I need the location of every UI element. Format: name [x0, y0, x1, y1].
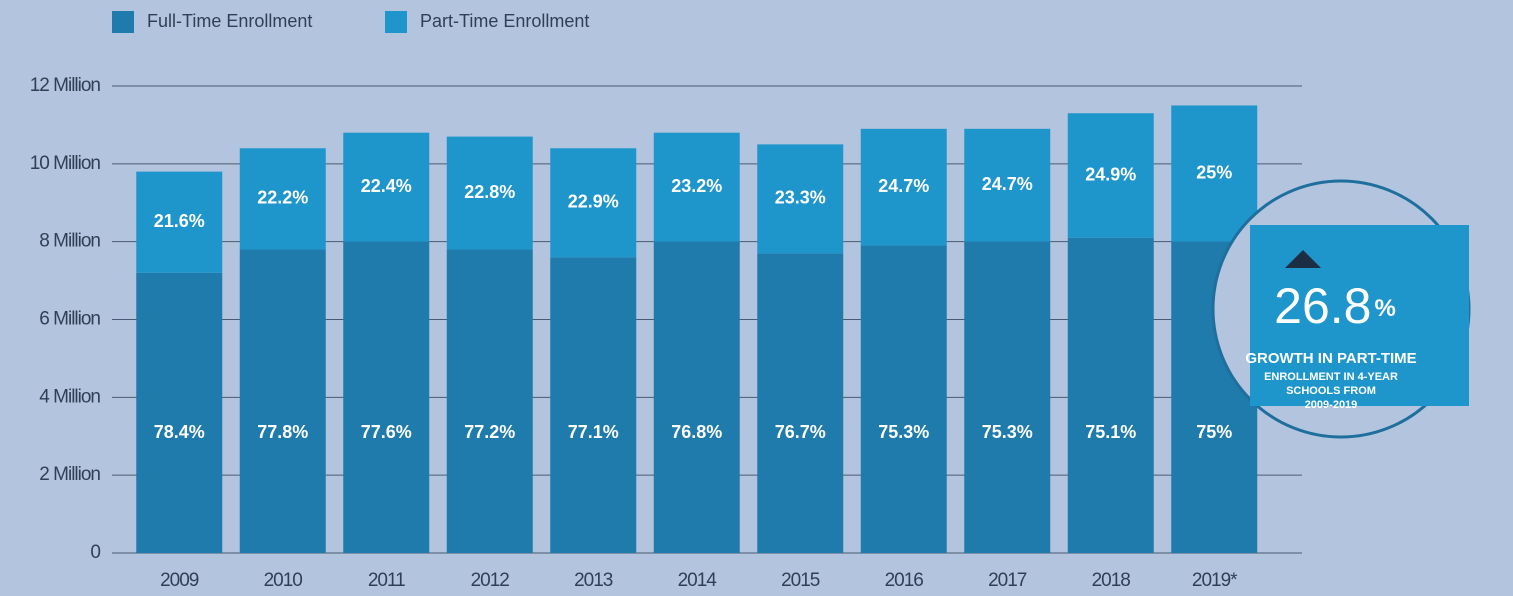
bar-segment: [136, 272, 223, 553]
bar-segment: [653, 132, 740, 242]
x-tick-label: 2019*: [1192, 570, 1238, 591]
bar-segment: [446, 249, 533, 553]
data-label: 75%: [1196, 422, 1232, 442]
bar-segment: [860, 245, 947, 553]
x-tick-label: 2016: [885, 570, 924, 591]
data-label: 24.9%: [1085, 164, 1136, 184]
callout-line: GROWTH IN PART-TIME: [1245, 350, 1416, 367]
bar-segment: [550, 257, 637, 553]
y-tick-label: 0: [90, 542, 100, 563]
y-tick-label: 4 Million: [39, 386, 100, 407]
up-arrow: [1285, 250, 1321, 268]
legend-label: Part-Time Enrollment: [420, 11, 589, 31]
bar-segment: [136, 171, 223, 273]
bar-segment: [757, 253, 844, 553]
bar-segment: [1171, 105, 1258, 242]
data-label: 78.4%: [154, 422, 205, 442]
x-tick-label: 2010: [264, 570, 303, 591]
legend-swatch: [112, 11, 134, 33]
data-label: 75.1%: [1085, 422, 1136, 442]
callout-line: SCHOOLS FROM: [1286, 385, 1376, 397]
bar-segment: [653, 241, 740, 553]
data-label: 23.2%: [671, 176, 722, 196]
x-tick-label: 2015: [781, 570, 820, 591]
data-label: 22.2%: [257, 188, 308, 208]
bar-segment: [1067, 237, 1154, 553]
bar-segment: [446, 136, 533, 250]
y-tick-label: 12 Million: [30, 75, 101, 96]
x-tick-label: 2011: [368, 570, 405, 591]
callout-unit: %: [1374, 295, 1395, 322]
x-tick-label: 2009: [160, 570, 199, 591]
x-tick-label: 2012: [471, 570, 510, 591]
bar-segment: [964, 241, 1051, 553]
bar-segment: [964, 128, 1051, 242]
data-label: 76.7%: [775, 422, 826, 442]
bar-segment: [757, 144, 844, 254]
data-label: 75.3%: [982, 422, 1033, 442]
data-label: 22.9%: [568, 192, 619, 212]
callout-number: 26.8: [1274, 278, 1371, 334]
data-label: 24.7%: [878, 176, 929, 196]
data-label: 75.3%: [878, 422, 929, 442]
data-label: 25%: [1196, 162, 1232, 182]
x-tick-label: 2013: [574, 570, 613, 591]
x-tick-label: 2014: [678, 570, 718, 591]
callout-value: 26.8%: [1274, 278, 1396, 334]
legend-swatch: [385, 11, 407, 33]
data-label: 22.8%: [464, 182, 515, 202]
y-tick-label: 6 Million: [39, 309, 100, 330]
legend-label: Full-Time Enrollment: [147, 11, 312, 31]
bar-segment: [343, 241, 430, 553]
data-label: 77.2%: [464, 422, 515, 442]
bar-segment: [860, 128, 947, 246]
y-tick-label: 2 Million: [39, 464, 100, 485]
data-label: 76.8%: [671, 422, 722, 442]
callout-line: ENROLLMENT IN 4-YEAR: [1264, 371, 1398, 383]
x-tick-label: 2017: [988, 570, 1027, 591]
data-label: 77.8%: [257, 422, 308, 442]
bar-segment: [1067, 113, 1154, 238]
callout-box: [1250, 225, 1469, 406]
callout-line: 2009-2019: [1305, 399, 1358, 411]
y-tick-label: 8 Million: [39, 231, 100, 252]
x-tick-label: 2018: [1092, 570, 1131, 591]
bar-segment: [239, 148, 326, 250]
data-label: 23.3%: [775, 188, 826, 208]
bar-segment: [550, 148, 637, 258]
data-label: 77.1%: [568, 422, 619, 442]
data-label: 77.6%: [361, 422, 412, 442]
data-label: 21.6%: [154, 211, 205, 231]
data-label: 22.4%: [361, 176, 412, 196]
bar-segment: [239, 249, 326, 553]
y-tick-label: 10 Million: [30, 153, 101, 174]
data-label: 24.7%: [982, 174, 1033, 194]
bar-segment: [343, 132, 430, 242]
